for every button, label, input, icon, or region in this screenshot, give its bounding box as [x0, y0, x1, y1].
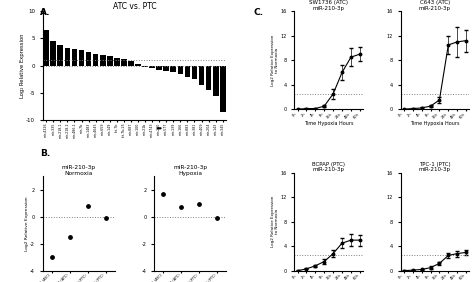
Point — [48, 255, 55, 259]
Text: A.: A. — [40, 8, 51, 17]
X-axis label: Time Hypoxia Hours: Time Hypoxia Hours — [304, 121, 354, 126]
Bar — [213, 66, 219, 96]
Title: SW1736 (ATC)
miR-210-3p: SW1736 (ATC) miR-210-3p — [309, 0, 348, 11]
Point — [84, 204, 91, 208]
Title: miR-210-3p
Normoxia: miR-210-3p Normoxia — [62, 165, 96, 176]
Bar — [86, 52, 91, 66]
Bar — [171, 66, 176, 72]
Title: ATC vs. PTC: ATC vs. PTC — [113, 1, 156, 10]
X-axis label: Time Hypoxia Hours: Time Hypoxia Hours — [410, 121, 460, 126]
Bar — [142, 66, 148, 67]
Bar — [135, 64, 141, 66]
Bar — [156, 66, 162, 69]
Point — [213, 216, 221, 220]
Title: C643 (ATC)
miR-210-3p: C643 (ATC) miR-210-3p — [419, 0, 451, 11]
Title: miR-210-3p
Hypoxia: miR-210-3p Hypoxia — [173, 165, 207, 176]
Bar — [121, 59, 127, 66]
Bar — [149, 66, 155, 69]
Point — [195, 202, 203, 207]
Text: B.: B. — [40, 149, 51, 158]
Bar — [114, 58, 119, 66]
Bar — [178, 66, 183, 74]
Y-axis label: Log2 Relative Expression
to Normoxia: Log2 Relative Expression to Normoxia — [271, 196, 279, 248]
Point — [66, 235, 73, 239]
Bar — [107, 56, 113, 66]
Text: C.: C. — [254, 8, 264, 17]
Bar — [50, 41, 56, 66]
Point — [177, 205, 185, 210]
Bar — [199, 66, 204, 85]
Y-axis label: Log2 Relative Expression: Log2 Relative Expression — [25, 196, 29, 251]
Bar — [79, 50, 84, 66]
Bar — [206, 66, 211, 90]
Bar — [128, 61, 134, 66]
Bar — [72, 49, 77, 66]
Bar — [191, 66, 197, 79]
Bar — [220, 66, 226, 112]
Point — [102, 216, 109, 220]
Bar — [100, 55, 106, 66]
Y-axis label: Log₂ Relative Expression: Log₂ Relative Expression — [19, 34, 25, 98]
Bar — [184, 66, 190, 77]
Bar — [64, 48, 70, 66]
Bar — [57, 45, 63, 66]
Point — [159, 191, 167, 196]
Bar — [93, 54, 99, 66]
Y-axis label: Log2 Relative Expression
to Normoxia: Log2 Relative Expression to Normoxia — [271, 34, 279, 86]
Bar — [43, 30, 49, 66]
Title: TPC-1 (PTC)
miR-210-3p: TPC-1 (PTC) miR-210-3p — [419, 162, 451, 172]
Title: BCPAP (PTC)
miR-210-3p: BCPAP (PTC) miR-210-3p — [312, 162, 345, 172]
Bar — [164, 66, 169, 71]
